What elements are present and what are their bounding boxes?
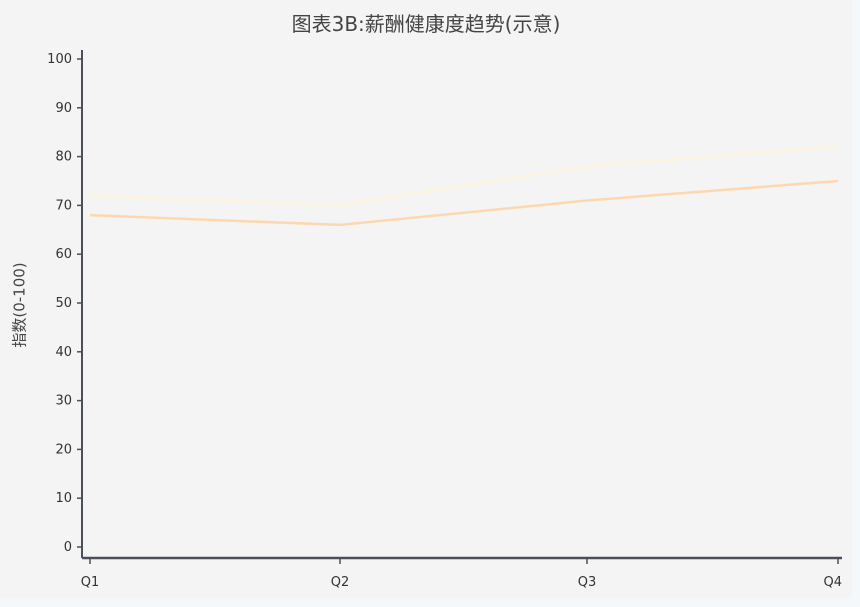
y-tick-label: 40: [55, 345, 72, 360]
chart-title: 图表3B:薪酬健康度趋势(示意): [291, 12, 561, 36]
y-tick-label: 80: [55, 150, 72, 165]
y-tick-label: 20: [55, 442, 72, 457]
x-tick-label: Q2: [331, 575, 350, 590]
y-tick-label: 10: [55, 491, 72, 506]
x-tick-label: Q3: [578, 575, 597, 590]
series-line-2: [89, 179, 839, 227]
y-tick-label: 70: [55, 198, 72, 213]
y-tick-label: 50: [55, 296, 72, 311]
x-tick-label: Q4: [823, 575, 842, 590]
line-chart: 0 10 20 30 40 50 60 70 80 90 100 Q1 Q2 Q3 Q4: [47, 50, 842, 590]
y-tick-label: 30: [55, 394, 72, 409]
chart-panel: 图表3B:薪酬健康度趋势(示意) 指数(0-100) 0 10 20 30 40 50 60…: [10, 12, 842, 590]
series-line-1: [89, 145, 839, 207]
y-tick-label: 0: [64, 540, 72, 555]
y-tick-label: 90: [55, 101, 72, 116]
y-tick-label: 100: [47, 52, 72, 67]
x-tick-label: Q1: [81, 575, 100, 590]
y-tick-label: 60: [55, 247, 72, 262]
